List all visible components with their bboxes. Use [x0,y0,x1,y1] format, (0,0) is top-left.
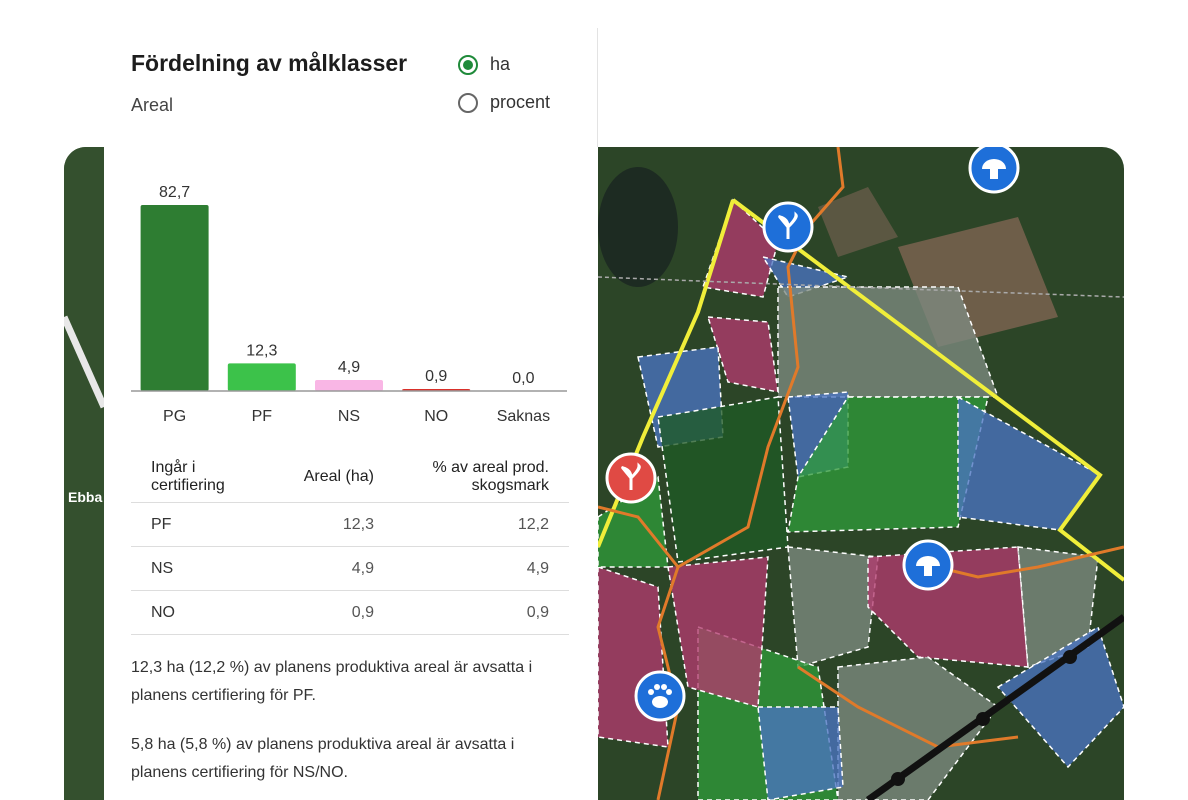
table-cell: 12,3 [301,502,374,547]
value-label: 0,0 [512,370,534,387]
note: 5,8 ha (5,8 %) av planens produktiva are… [131,736,515,781]
radio-option[interactable]: ha [458,54,510,75]
panel-subtitle: Areal [131,95,174,115]
x-tick-label: Saknas [497,408,550,425]
bar [140,205,209,391]
column-header: Ingår i certifiering [131,452,301,503]
radio-label: procent [490,92,551,112]
bar [227,363,296,391]
header-text: Areal (ha) [303,468,374,485]
table-row: NS 4,9 4,9 [131,546,569,591]
table-cell: NS [131,546,301,591]
table-row: PF 12,3 12,2 [131,502,569,547]
x-tick-label: PF [252,408,273,425]
value-label: 4,9 [338,359,360,376]
header-row: Ingår i certifiering Areal (ha) % av areal… [131,452,569,503]
note: 12,3 ha (12,2 %) av planens produktiva a… [131,659,533,704]
value-label: 0,9 [425,368,447,385]
value-label: 82,7 [159,184,190,201]
x-tick-label: NS [338,408,360,425]
x-tick-label: NO [424,408,448,425]
table-cell: 4,9 [301,546,374,591]
table-cell: PF [131,502,301,547]
bar [315,379,383,391]
table-cell: 0,9 [374,590,569,635]
radio-option[interactable]: procent [458,92,550,113]
certification-table: Ingår i certifiering Areal (ha) % av areal… [131,452,569,635]
table-row: NO 0,9 0,9 [131,590,569,635]
table-cell: 12,2 [374,502,569,547]
radio-dot [458,92,478,113]
header-text: % av areal prod. skogsmark [432,459,549,494]
table-cell: 0,9 [301,590,374,635]
panel-title: Fördelning av målklasser [131,50,408,76]
map-strip-art: Ebba [64,147,104,800]
radio-label: ha [490,54,511,74]
column-header: % av areal prod. skogsmark [374,452,569,503]
table-cell: 4,9 [374,546,569,591]
map[interactable] [598,147,1124,800]
map-label: Ebba [68,489,102,505]
value-label: 12,3 [246,342,277,359]
x-tick-label: PG [163,408,186,425]
header-text: Ingår i certifiering [151,459,225,494]
radio-dot [458,54,478,75]
map-strip[interactable]: Ebba [64,147,104,800]
table-cell: NO [131,590,301,635]
column-header: Areal (ha) [301,452,374,503]
divider [597,28,598,147]
bar-chart: 82,7 PG 12,3 PF 4,9 NS 0,9 NO 0,0 Saknas [131,184,567,425]
